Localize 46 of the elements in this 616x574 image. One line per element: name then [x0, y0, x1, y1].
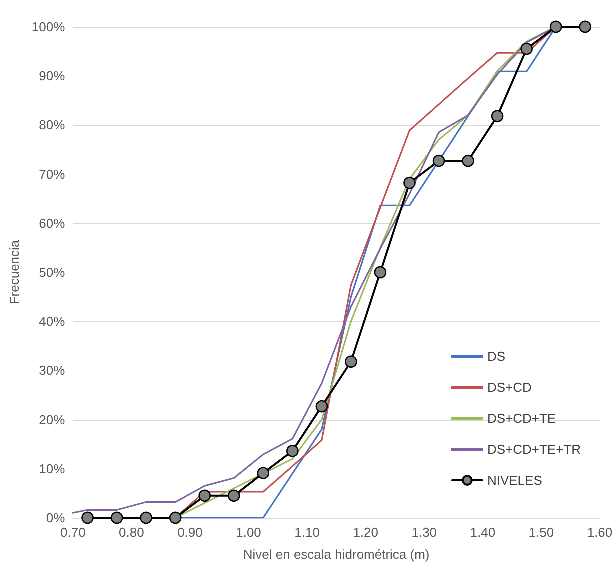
point: [140, 512, 152, 524]
point: [316, 400, 328, 413]
legend-label: DS+CD+TE+TR: [487, 442, 582, 457]
y-tick-label: 50%: [39, 265, 66, 280]
legend-label: DS+CD+TE: [487, 411, 556, 426]
point: [82, 512, 94, 524]
point: [286, 445, 299, 458]
legend-label: NIVELES: [487, 473, 543, 488]
point: [491, 110, 504, 123]
point: [198, 490, 212, 502]
point: [374, 266, 387, 279]
y-tick-label: 30%: [39, 363, 66, 378]
point: [169, 512, 182, 524]
y-tick-label: 10%: [39, 461, 66, 476]
point: [432, 154, 446, 168]
point: [345, 356, 358, 368]
y-axis-title: Frecuencia: [7, 240, 22, 305]
point: [110, 512, 124, 524]
point: [404, 176, 416, 190]
x-tick-label: 0.90: [178, 525, 203, 540]
point: [520, 42, 533, 56]
x-tick-label: 1.60: [587, 525, 613, 540]
x-tick-label: 0.70: [60, 525, 86, 540]
x-tick-label: 1.40: [470, 525, 496, 540]
point: [257, 467, 270, 480]
x-tick-label: 1.30: [412, 525, 438, 540]
y-tick-label: 80%: [39, 118, 66, 133]
y-tick-label: 20%: [39, 412, 66, 428]
y-tick-label: 100%: [32, 20, 66, 34]
point: [579, 20, 592, 34]
x-axis-title: Nivel en escala hidrométrica (m): [243, 547, 430, 562]
legend-label: DS+CD: [487, 380, 532, 395]
point: [228, 490, 240, 502]
y-tick-label: 60%: [39, 216, 66, 231]
x-tick-label: 1.00: [236, 525, 262, 540]
y-tick-label: 70%: [39, 166, 66, 182]
y-tick-label: 40%: [39, 314, 66, 330]
x-tick-label: 1.10: [294, 525, 320, 540]
x-tick-label: 0.80: [119, 525, 144, 540]
point: [550, 20, 562, 34]
legend-label: DS: [487, 349, 506, 364]
x-tick-label: 1.50: [528, 525, 554, 540]
point: [462, 154, 474, 168]
y-tick-label: 0%: [46, 510, 66, 526]
x-tick-label: 1.20: [353, 525, 378, 540]
y-tick-label: 90%: [39, 68, 66, 84]
